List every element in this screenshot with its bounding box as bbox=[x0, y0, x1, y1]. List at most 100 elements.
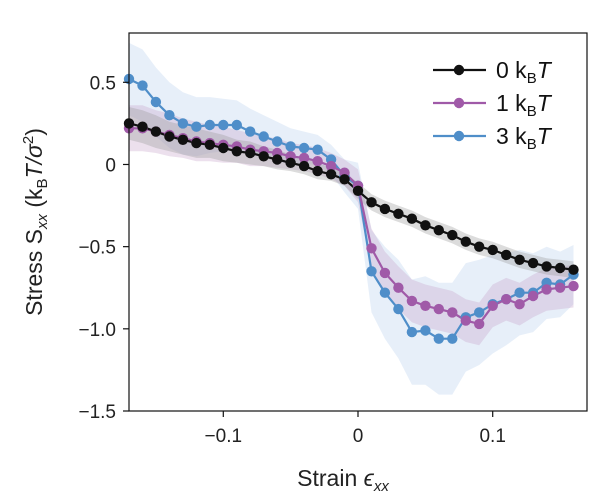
x-tick-label: −0.1 bbox=[205, 426, 243, 447]
point-0-kbt bbox=[474, 241, 485, 252]
point-3-kbt bbox=[231, 119, 242, 131]
point-3-kbt bbox=[379, 287, 391, 298]
point-3-kbt bbox=[393, 303, 404, 315]
point-0-kbt bbox=[379, 203, 391, 215]
point-1-kbt bbox=[325, 160, 337, 172]
point-1-kbt bbox=[541, 284, 552, 295]
point-3-kbt bbox=[245, 126, 256, 137]
line-0-kbt bbox=[129, 122, 574, 271]
point-0-kbt bbox=[312, 165, 323, 177]
point-0-kbt bbox=[137, 121, 148, 132]
point-0-kbt bbox=[272, 154, 283, 165]
point-0-kbt bbox=[231, 146, 242, 157]
point-0-kbt bbox=[514, 254, 525, 265]
series-points bbox=[123, 73, 579, 344]
point-0-kbt bbox=[554, 262, 566, 274]
point-3-kbt bbox=[177, 118, 189, 129]
x-tick-label: 0.1 bbox=[479, 426, 505, 447]
point-3-kbt bbox=[420, 325, 431, 336]
point-0-kbt bbox=[150, 126, 162, 137]
point-3-kbt bbox=[218, 119, 229, 131]
point-0-kbt bbox=[487, 244, 498, 256]
legend-marker-3-kbt bbox=[453, 130, 465, 142]
point-0-kbt bbox=[245, 147, 256, 159]
point-1-kbt bbox=[312, 156, 323, 167]
point-1-kbt bbox=[501, 294, 512, 305]
point-3-kbt bbox=[433, 333, 444, 344]
point-1-kbt bbox=[298, 152, 310, 164]
point-0-kbt bbox=[433, 225, 444, 236]
band-3-kbt bbox=[129, 42, 574, 395]
series-lines bbox=[129, 78, 575, 340]
point-1-kbt bbox=[460, 315, 471, 326]
y-tick-label: 0 bbox=[105, 155, 116, 176]
point-3-kbt bbox=[272, 136, 283, 147]
y-axis-label: Stress Sxx (kBT/σ2) bbox=[20, 128, 51, 316]
point-0-kbt bbox=[568, 264, 579, 275]
point-3-kbt bbox=[258, 131, 269, 142]
point-3-kbt bbox=[298, 142, 310, 154]
legend-label-0-kbt: 0 kBT bbox=[496, 57, 553, 87]
point-3-kbt bbox=[204, 119, 215, 131]
point-1-kbt bbox=[568, 280, 579, 292]
legend-marker-0-kbt bbox=[453, 64, 465, 76]
point-0-kbt bbox=[258, 151, 269, 162]
point-1-kbt bbox=[420, 300, 431, 311]
point-3-kbt bbox=[164, 110, 175, 121]
legend-marker-1-kbt bbox=[453, 97, 465, 109]
legend-label-3-kbt: 3 kBT bbox=[496, 123, 553, 153]
point-1-kbt bbox=[406, 295, 418, 307]
point-0-kbt bbox=[204, 139, 215, 150]
point-1-kbt bbox=[514, 299, 525, 310]
point-1-kbt bbox=[379, 267, 391, 279]
point-3-kbt bbox=[447, 333, 458, 344]
point-1-kbt bbox=[527, 290, 539, 302]
point-0-kbt bbox=[325, 169, 337, 180]
point-0-kbt bbox=[501, 249, 512, 261]
band-1-kbt bbox=[129, 105, 574, 346]
y-tick-label: −1.5 bbox=[78, 402, 116, 423]
point-1-kbt bbox=[474, 318, 485, 330]
y-axis-ticks: 0.5 0 −0.5 −1.0 −1.5 bbox=[78, 73, 129, 423]
point-0-kbt bbox=[393, 208, 404, 219]
point-3-kbt bbox=[474, 307, 485, 318]
point-1-kbt bbox=[554, 282, 566, 293]
point-3-kbt bbox=[514, 287, 525, 298]
point-0-kbt bbox=[447, 229, 458, 241]
x-axis-ticks: −0.1 0 0.1 bbox=[205, 411, 506, 447]
point-0-kbt bbox=[460, 236, 471, 247]
point-3-kbt bbox=[191, 121, 202, 132]
point-0-kbt bbox=[164, 131, 175, 142]
point-3-kbt bbox=[406, 326, 418, 338]
point-3-kbt bbox=[150, 96, 162, 108]
point-0-kbt bbox=[420, 220, 431, 231]
point-3-kbt bbox=[366, 266, 377, 277]
point-0-kbt bbox=[541, 261, 552, 272]
point-0-kbt bbox=[339, 174, 350, 185]
point-0-kbt bbox=[191, 137, 202, 149]
legend-label-1-kbt: 1 kBT bbox=[496, 90, 553, 120]
point-3-kbt bbox=[312, 144, 323, 155]
point-1-kbt bbox=[433, 303, 444, 315]
point-3-kbt bbox=[285, 141, 296, 152]
line-1-kbt bbox=[129, 127, 574, 326]
y-tick-label: −0.5 bbox=[78, 238, 116, 259]
point-0-kbt bbox=[177, 134, 189, 145]
point-1-kbt bbox=[447, 307, 458, 318]
point-1-kbt bbox=[487, 300, 498, 311]
point-0-kbt bbox=[218, 142, 229, 154]
point-0-kbt bbox=[527, 257, 539, 269]
point-0-kbt bbox=[285, 157, 296, 168]
point-1-kbt bbox=[366, 243, 377, 254]
point-0-kbt bbox=[352, 185, 364, 196]
point-0-kbt bbox=[406, 213, 418, 224]
point-0-kbt bbox=[366, 197, 377, 208]
point-3-kbt bbox=[137, 80, 148, 91]
point-0-kbt bbox=[298, 160, 310, 172]
point-1-kbt bbox=[393, 282, 404, 293]
x-axis-label: Strain ϵxx bbox=[297, 465, 389, 495]
x-tick-label: 0 bbox=[353, 426, 364, 447]
y-tick-label: −1.0 bbox=[78, 320, 116, 341]
